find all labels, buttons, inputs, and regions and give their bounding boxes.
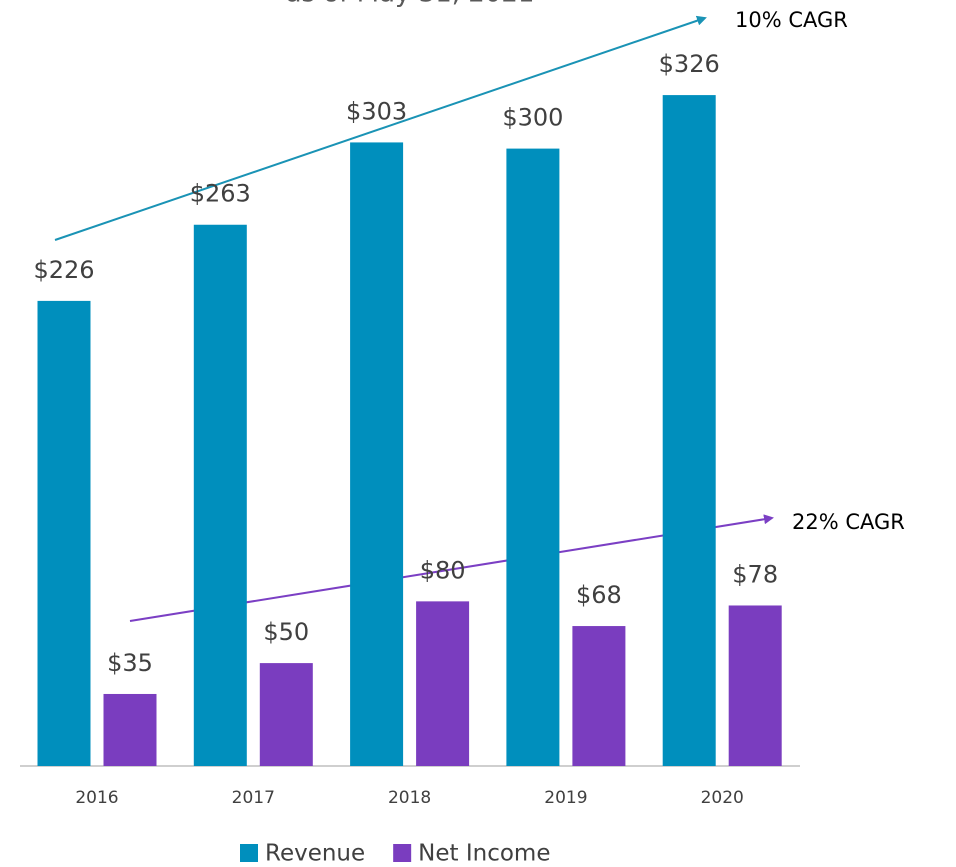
x-tick-label: 2020	[701, 788, 744, 808]
bar	[259, 663, 313, 766]
data-label: $226	[33, 256, 94, 284]
bar	[506, 148, 560, 767]
data-label: $303	[346, 97, 407, 125]
bar	[37, 300, 91, 766]
legend-label: Revenue	[265, 841, 365, 867]
bar	[728, 605, 782, 766]
trend-arrow	[54, 15, 707, 241]
annotation: 10% CAGR	[735, 8, 848, 32]
bar	[662, 95, 716, 767]
x-tick-label: 2016	[75, 788, 118, 808]
bar	[350, 142, 404, 766]
bar	[416, 601, 470, 766]
data-label: $263	[190, 180, 251, 208]
x-tick-label: 2017	[232, 788, 275, 808]
bar	[103, 693, 157, 766]
data-label: $35	[107, 649, 153, 677]
legend-label: Net Income	[418, 841, 550, 867]
data-label: $80	[420, 556, 466, 584]
data-label: $78	[732, 560, 778, 588]
annotation: 22% CAGR	[792, 510, 905, 534]
legend-swatch	[393, 844, 412, 862]
data-label: $326	[659, 50, 720, 78]
x-tick-label: 2018	[388, 788, 431, 808]
data-label: $50	[263, 618, 309, 646]
bar	[193, 224, 247, 767]
data-label: $68	[576, 581, 622, 609]
bar	[572, 626, 626, 766]
subtitle: as of May 31, 2021	[286, 0, 535, 9]
x-tick-label: 2019	[544, 788, 587, 808]
data-label: $300	[502, 104, 563, 132]
legend-swatch	[240, 844, 258, 862]
